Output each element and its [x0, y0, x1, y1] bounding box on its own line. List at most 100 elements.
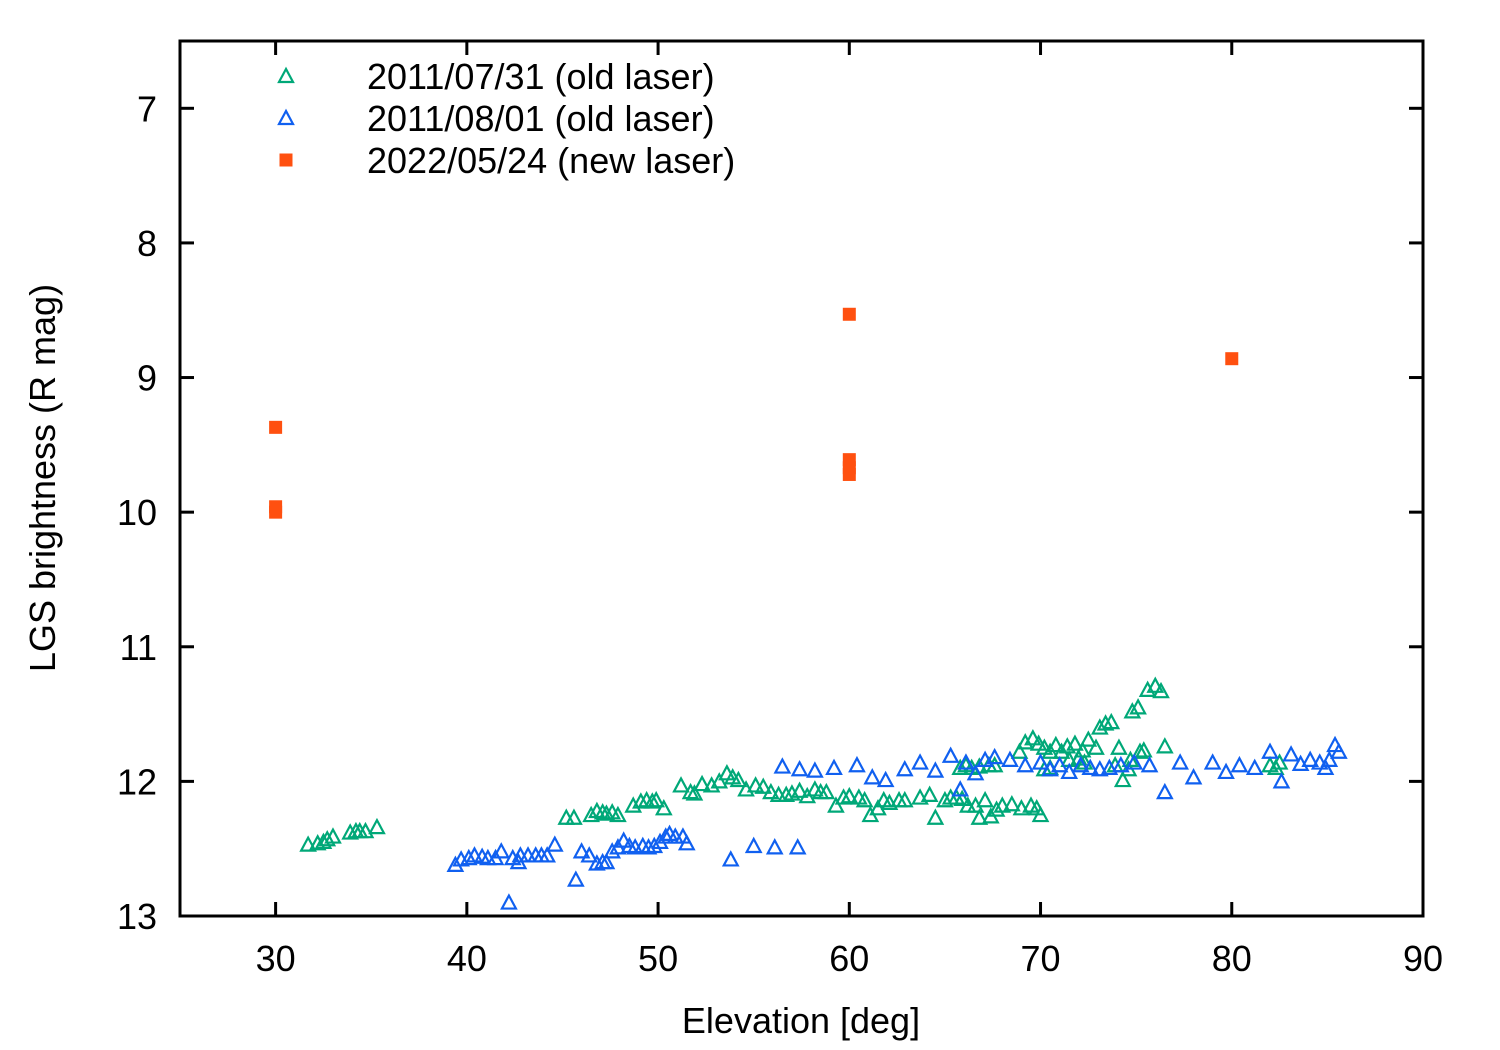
x-tick-label: 50 — [638, 938, 678, 979]
data-point — [840, 786, 859, 804]
data-point — [702, 776, 721, 793]
data-point — [788, 838, 807, 855]
data-point — [356, 821, 375, 839]
data-point — [1155, 782, 1174, 800]
data-point — [920, 785, 939, 802]
data-point — [863, 768, 882, 785]
y-tick-label: 12 — [117, 761, 157, 802]
data-point — [580, 846, 599, 863]
data-point — [1050, 755, 1069, 773]
data-point — [754, 777, 773, 794]
data-point — [953, 789, 971, 806]
y-tick-label: 13 — [117, 896, 157, 937]
data-point — [1230, 755, 1249, 773]
data-point — [1316, 758, 1335, 776]
data-point — [848, 755, 866, 773]
data-point — [677, 833, 696, 851]
data-point — [1016, 755, 1035, 773]
data-point — [446, 855, 465, 872]
data-point — [869, 798, 887, 816]
data-point — [624, 796, 643, 813]
data-point — [1131, 742, 1149, 759]
data-point — [1282, 745, 1300, 762]
data-point — [957, 753, 975, 770]
data-point — [643, 792, 662, 809]
data-point — [1096, 714, 1115, 731]
data-point — [817, 782, 836, 800]
data-point — [582, 805, 600, 823]
data-point — [685, 784, 704, 801]
data-point — [1024, 728, 1042, 746]
data-point — [1301, 750, 1320, 767]
data-point — [656, 827, 675, 844]
data-point — [729, 770, 748, 788]
data-point — [762, 782, 780, 800]
y-tick-label: 7 — [137, 88, 157, 129]
data-point — [895, 790, 914, 808]
data-point — [1066, 734, 1084, 751]
data-point — [976, 790, 994, 808]
data-point — [368, 817, 386, 835]
data-point — [545, 835, 564, 852]
x-tick-label: 40 — [447, 938, 487, 979]
data-point — [639, 838, 658, 855]
data-point — [951, 758, 970, 776]
data-point — [827, 796, 845, 813]
data-point — [459, 848, 478, 866]
x-tick-label: 70 — [1021, 938, 1061, 979]
data-point — [1110, 738, 1128, 755]
data-point — [1031, 753, 1050, 770]
x-tick-label: 60 — [829, 938, 869, 979]
data-point — [721, 850, 740, 867]
y-tick-label: 8 — [137, 223, 157, 264]
data-point — [1001, 750, 1019, 767]
data-point — [614, 831, 633, 848]
data-point — [654, 798, 673, 816]
data-point — [1146, 676, 1165, 693]
data-point — [693, 774, 711, 792]
data-point — [645, 836, 664, 854]
y-tick-label: 10 — [117, 492, 157, 533]
legend-marker — [277, 108, 295, 126]
data-point — [1225, 352, 1239, 366]
data-point — [1100, 758, 1119, 776]
data-point — [773, 757, 792, 774]
data-point — [1129, 698, 1147, 715]
data-point — [926, 808, 945, 825]
data-point — [324, 827, 342, 844]
data-point — [941, 746, 960, 763]
data-point — [842, 307, 856, 321]
data-point — [492, 842, 511, 859]
data-point — [1272, 772, 1291, 789]
data-point — [632, 792, 650, 809]
data-point — [1046, 735, 1065, 753]
plot-frame — [178, 39, 1425, 918]
data-point — [842, 467, 856, 481]
data-point — [966, 763, 985, 781]
data-point — [500, 893, 518, 910]
data-point — [1010, 742, 1029, 759]
data-point — [681, 782, 700, 800]
x-tick-label: 90 — [1403, 938, 1443, 979]
data-point — [895, 759, 914, 777]
data-point — [1140, 755, 1159, 773]
data-point — [588, 854, 606, 871]
data-point — [1003, 794, 1021, 812]
data-point — [1079, 730, 1098, 747]
data-point — [951, 780, 970, 797]
x-axis-label: Elevation [deg] — [682, 1000, 920, 1041]
data-point — [834, 788, 853, 805]
data-point — [1203, 753, 1222, 770]
data-point — [1112, 755, 1130, 773]
data-point — [565, 808, 583, 825]
data-point — [1081, 758, 1100, 776]
data-point — [911, 753, 929, 770]
data-point — [790, 781, 809, 798]
legend-marker — [277, 66, 295, 84]
data-point — [746, 776, 765, 793]
data-point — [597, 804, 616, 821]
legend-marker — [279, 153, 293, 167]
data-point — [1113, 770, 1132, 788]
data-point — [1121, 750, 1140, 767]
